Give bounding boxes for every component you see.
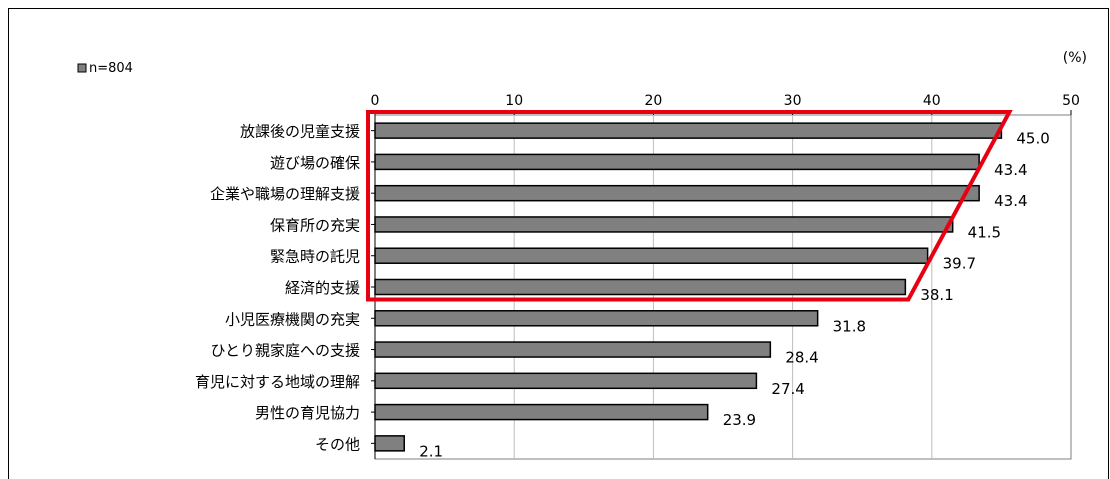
value-label: 43.4 [994,161,1027,179]
plot-area: 0 10 20 30 40 50 放課後の児童支援 45.0 遊び場の確保 43.4 企業や職場の理… [195,93,1080,460]
tick-label: 10 [505,93,523,109]
category-label: 放課後の児童支援 [240,123,360,141]
category-label: 経済的支援 [285,279,360,297]
value-label: 31.8 [833,317,866,335]
value-label: 41.5 [968,223,1001,241]
category-label: 育児に対する地域の理解 [195,373,360,391]
value-label: 38.1 [920,286,953,304]
category-label: 緊急時の託児 [270,248,360,266]
category-label: ひとり親家庭への支援 [210,342,360,360]
value-label: 43.4 [994,192,1027,210]
category-label: 男性の育児協力 [255,404,360,422]
bar [374,372,758,390]
bar [374,435,405,452]
tick-label: 30 [784,93,802,109]
bar [374,122,1003,139]
value-label: 28.4 [785,349,818,367]
tick-label: 50 [1062,93,1080,109]
legend-swatch [77,63,87,73]
tick-label: 0 [371,93,380,109]
bar [374,278,907,296]
chart-frame [8,8,1109,479]
bar [374,247,929,264]
tick-label: 40 [923,93,941,109]
category-label: 企業や職場の理解支援 [210,185,360,203]
category-label: 小児医療機関の充実 [225,310,360,328]
value-label: 39.7 [943,255,976,273]
category-label: その他 [315,435,360,453]
value-label: 2.1 [419,442,443,460]
bar [374,184,980,202]
legend-label: n=804 [89,61,133,76]
category-label: 遊び場の確保 [270,154,360,172]
unit-label: (%) [1063,50,1087,66]
value-label: 45.0 [1016,130,1049,148]
bar [374,403,709,421]
highlight-box [366,110,1013,302]
bar [374,341,772,358]
value-label: 27.4 [771,380,804,398]
category-label: 保育所の充実 [270,216,360,234]
value-label: 23.9 [723,411,756,429]
legend: n=804 [77,61,133,76]
bar [374,310,819,327]
tick-label: 20 [644,93,662,109]
bar [374,153,980,171]
bar [374,216,954,233]
